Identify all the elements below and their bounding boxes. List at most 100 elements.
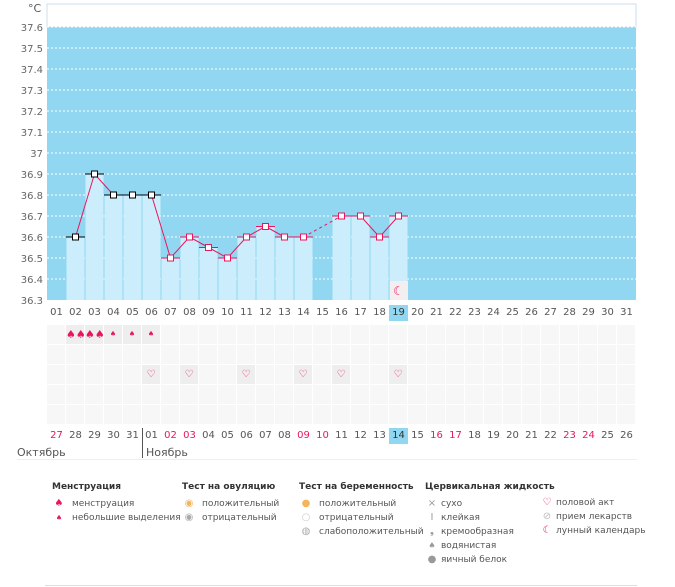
day-cell[interactable] <box>465 385 483 404</box>
date-label[interactable]: 20 <box>506 430 519 441</box>
day-cell[interactable] <box>427 325 445 344</box>
day-cell[interactable]: ♠ <box>104 325 122 344</box>
cycle-day-label[interactable]: 05 <box>126 307 139 318</box>
temperature-point[interactable] <box>300 233 307 241</box>
temperature-point[interactable] <box>72 233 79 241</box>
date-label[interactable]: 01 <box>145 430 158 441</box>
day-cell[interactable] <box>484 405 502 424</box>
day-cell[interactable] <box>85 365 103 384</box>
day-cell[interactable] <box>180 385 198 404</box>
day-cell[interactable] <box>503 385 521 404</box>
cycle-day-label[interactable]: 02 <box>69 307 82 318</box>
date-label[interactable]: 06 <box>240 430 253 441</box>
day-cell[interactable] <box>142 405 160 424</box>
day-cell[interactable] <box>294 345 312 364</box>
day-cell[interactable] <box>142 385 160 404</box>
day-cell[interactable] <box>598 385 616 404</box>
day-cell[interactable] <box>66 385 84 404</box>
day-cell[interactable] <box>332 405 350 424</box>
day-cell[interactable] <box>522 325 540 344</box>
day-cell[interactable] <box>503 365 521 384</box>
day-cell[interactable] <box>256 325 274 344</box>
day-cell[interactable] <box>560 365 578 384</box>
day-cell[interactable] <box>408 405 426 424</box>
date-label[interactable]: 12 <box>354 430 367 441</box>
date-label[interactable]: 27 <box>50 430 63 441</box>
day-cell[interactable] <box>104 405 122 424</box>
day-cell[interactable] <box>313 365 331 384</box>
date-label[interactable]: 05 <box>221 430 234 441</box>
cycle-day-label[interactable]: 17 <box>354 307 367 318</box>
day-cell[interactable] <box>275 405 293 424</box>
temperature-point[interactable] <box>262 223 269 230</box>
day-cell[interactable] <box>427 385 445 404</box>
date-label[interactable]: 07 <box>259 430 272 441</box>
day-cell[interactable] <box>351 385 369 404</box>
date-label[interactable]: 02 <box>164 430 177 441</box>
day-cell[interactable]: ♠ <box>123 325 141 344</box>
day-cell[interactable] <box>199 345 217 364</box>
day-cell[interactable]: ♠ <box>142 325 160 344</box>
day-cell[interactable] <box>47 385 65 404</box>
day-cell[interactable] <box>218 325 236 344</box>
day-cell[interactable] <box>351 325 369 344</box>
day-cell[interactable] <box>617 385 635 404</box>
day-cell[interactable] <box>503 325 521 344</box>
day-cell[interactable] <box>237 405 255 424</box>
date-label[interactable]: 03 <box>183 430 196 441</box>
temperature-point[interactable] <box>376 233 383 241</box>
day-cell[interactable] <box>408 365 426 384</box>
day-cell[interactable] <box>237 345 255 364</box>
date-label[interactable]: 31 <box>126 430 139 441</box>
day-cell[interactable] <box>294 405 312 424</box>
day-cell[interactable] <box>522 345 540 364</box>
date-label[interactable]: 24 <box>582 430 595 441</box>
day-cell[interactable] <box>161 405 179 424</box>
day-cell[interactable] <box>294 385 312 404</box>
date-label[interactable]: 25 <box>601 430 614 441</box>
cycle-day-label[interactable]: 29 <box>582 307 595 318</box>
temperature-point[interactable] <box>186 233 193 241</box>
day-cell[interactable] <box>313 385 331 404</box>
day-cell[interactable] <box>123 345 141 364</box>
day-cell[interactable] <box>256 385 274 404</box>
cycle-day-label[interactable]: 18 <box>373 307 386 318</box>
date-label[interactable]: 17 <box>449 430 462 441</box>
day-cell[interactable] <box>446 365 464 384</box>
date-label[interactable]: 21 <box>525 430 538 441</box>
day-cell[interactable] <box>332 325 350 344</box>
day-cell[interactable] <box>218 405 236 424</box>
day-cell[interactable] <box>484 325 502 344</box>
day-cell[interactable] <box>123 385 141 404</box>
cycle-day-label[interactable]: 22 <box>449 307 462 318</box>
day-cell[interactable] <box>598 365 616 384</box>
day-cell[interactable] <box>560 325 578 344</box>
day-cell[interactable] <box>446 325 464 344</box>
day-cell[interactable] <box>541 345 559 364</box>
day-cell[interactable] <box>66 345 84 364</box>
day-cell[interactable] <box>427 405 445 424</box>
day-cell[interactable] <box>256 345 274 364</box>
day-cell[interactable] <box>560 345 578 364</box>
day-cell[interactable] <box>180 405 198 424</box>
temperature-point[interactable] <box>224 254 231 262</box>
day-cell[interactable] <box>427 365 445 384</box>
day-cell[interactable] <box>503 405 521 424</box>
day-cell[interactable] <box>579 365 597 384</box>
cycle-day-label[interactable]: 27 <box>544 307 557 318</box>
day-cell[interactable] <box>199 405 217 424</box>
day-cell[interactable] <box>351 345 369 364</box>
date-label[interactable]: 22 <box>544 430 557 441</box>
day-cell[interactable] <box>541 385 559 404</box>
day-cell[interactable] <box>313 405 331 424</box>
cycle-day-label[interactable]: 04 <box>107 307 120 318</box>
cycle-day-label[interactable]: 24 <box>487 307 500 318</box>
day-cell[interactable] <box>161 385 179 404</box>
cycle-day-label[interactable]: 15 <box>316 307 329 318</box>
date-label[interactable]: 09 <box>297 430 310 441</box>
day-cell[interactable] <box>218 385 236 404</box>
cycle-day-label[interactable]: 16 <box>335 307 348 318</box>
day-cell[interactable] <box>237 325 255 344</box>
day-cell[interactable] <box>617 345 635 364</box>
day-cell[interactable] <box>522 365 540 384</box>
